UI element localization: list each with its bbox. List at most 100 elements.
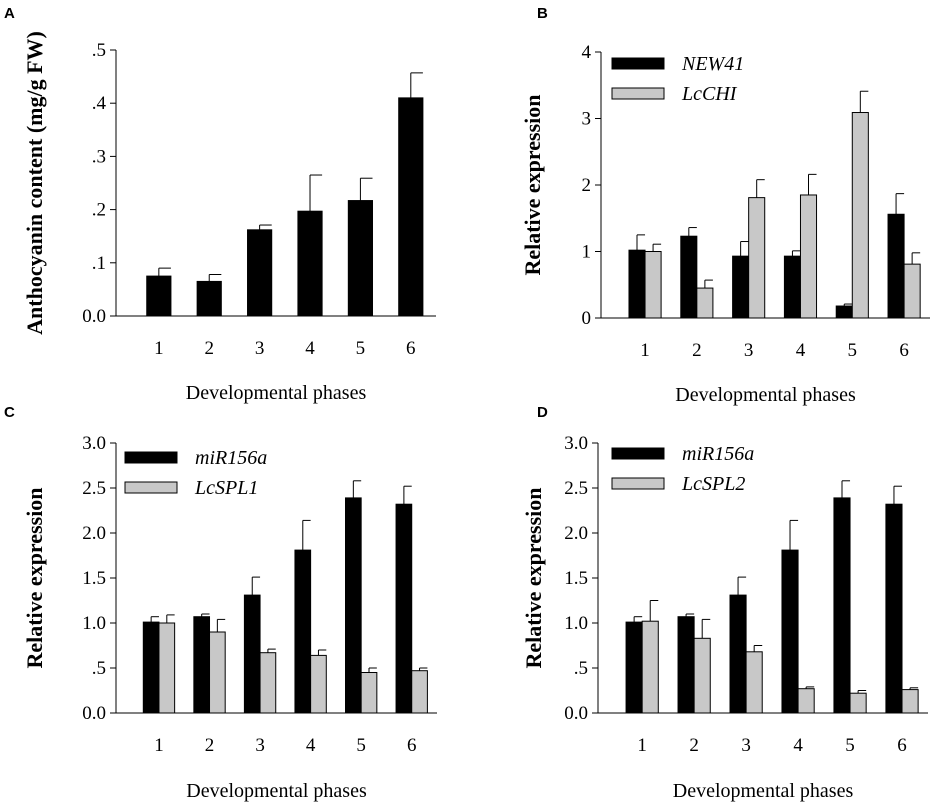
- bar: [644, 251, 662, 319]
- y-tick-label: .5: [574, 658, 588, 679]
- bar: [677, 616, 695, 714]
- bar: [849, 692, 867, 714]
- bar: [748, 197, 766, 319]
- panel-letter-c: C: [4, 404, 15, 421]
- y-tick-label: .2: [92, 200, 106, 221]
- y-tick-label: 1.0: [564, 613, 588, 634]
- y-tick-label: 2.0: [82, 523, 106, 544]
- y-tick-label: 2.5: [82, 478, 106, 499]
- bar: [887, 213, 905, 319]
- x-tick-label: 5: [356, 338, 366, 359]
- bar: [193, 616, 211, 714]
- bar: [901, 689, 919, 714]
- y-tick-label: 0.0: [82, 703, 106, 724]
- x-tick-label: 2: [204, 338, 214, 359]
- panel-d: D 0.0 .5 1.0 1.5 2.0 2.5 3.0 1 2 3 4 5 6 Developmental…: [521, 404, 928, 802]
- bar: [625, 621, 643, 714]
- bar: [851, 112, 869, 319]
- y-tick-label: .1: [92, 253, 106, 274]
- y-tick-label: 3: [582, 109, 592, 130]
- y-tick-label: 3.0: [564, 433, 588, 454]
- y-tick-label: 2.5: [564, 478, 588, 499]
- bar: [310, 654, 327, 714]
- y-axis-label: Relative expression: [520, 94, 545, 275]
- x-tick-label: 3: [744, 340, 754, 361]
- x-tick-label: 5: [845, 735, 855, 756]
- bar: [158, 622, 176, 714]
- legend: NEW41 LcCHI: [611, 53, 744, 105]
- y-tick-label: 1.5: [564, 568, 588, 589]
- x-tick-label: 4: [793, 735, 803, 756]
- y-tick-label: 3.0: [82, 433, 106, 454]
- legend-swatch: [124, 481, 178, 494]
- bar: [628, 249, 646, 319]
- y-axis-label: Anthocyanin content (mg/g FW): [22, 31, 47, 335]
- y-tick-label: .3: [92, 146, 106, 167]
- legend-entry: NEW41: [681, 53, 744, 75]
- bar: [347, 200, 374, 317]
- bar: [297, 210, 323, 317]
- y-tick-label: .5: [92, 658, 106, 679]
- bar: [835, 305, 853, 319]
- y-tick-label: 0.0: [564, 703, 588, 724]
- panel-c: C 0.0 .5 1.0 1.5 2.0 2.5 3.0 1 2 3 4 5 6 Developmental…: [4, 404, 437, 802]
- bar: [411, 670, 428, 714]
- bar: [885, 503, 903, 714]
- legend-swatch: [611, 477, 665, 490]
- bar: [797, 688, 815, 714]
- x-axis-label: Developmental phases: [186, 780, 367, 802]
- y-axis-label: Relative expression: [22, 487, 47, 668]
- panel-letter-a: A: [4, 5, 15, 22]
- bar: [680, 235, 698, 319]
- x-axis-label: Developmental phases: [673, 780, 854, 802]
- legend-entry: LcCHI: [681, 83, 738, 105]
- bar: [142, 621, 160, 714]
- y-tick-label: 2.0: [564, 523, 588, 544]
- legend-swatch: [611, 87, 665, 100]
- y-tick-label: 0: [582, 308, 592, 329]
- panel-a: A 0.0 .1 .2 .3 .4 .5 1 2 3 4 5 6 Developmental phases…: [4, 5, 436, 404]
- x-axis-label: Developmental phases: [186, 382, 367, 404]
- x-tick-label: 1: [154, 338, 164, 359]
- bar: [732, 255, 750, 319]
- bar: [783, 255, 801, 319]
- y-tick-label: 1.0: [82, 613, 106, 634]
- x-tick-label: 1: [640, 340, 650, 361]
- x-tick-label: 2: [689, 735, 699, 756]
- bar: [243, 594, 261, 714]
- x-tick-label: 2: [205, 735, 215, 756]
- bar: [247, 229, 273, 317]
- x-tick-label: 6: [406, 338, 416, 359]
- bar: [395, 503, 413, 714]
- bar: [398, 97, 424, 317]
- x-tick-label: 5: [356, 735, 366, 756]
- x-tick-label: 3: [255, 338, 265, 359]
- bar: [781, 549, 799, 714]
- bar: [196, 280, 222, 317]
- x-tick-label: 4: [305, 338, 315, 359]
- bar: [259, 652, 277, 714]
- bar: [696, 287, 714, 319]
- x-axis-label: Developmental phases: [675, 384, 856, 406]
- legend: miR156a LcSPL2: [611, 443, 754, 495]
- bar: [799, 194, 818, 319]
- bar: [209, 631, 226, 714]
- legend-entry: miR156a: [195, 447, 267, 469]
- x-tick-label: 6: [897, 735, 907, 756]
- y-tick-label: .4: [92, 93, 107, 114]
- bar: [833, 497, 851, 714]
- legend-entry: miR156a: [682, 443, 754, 465]
- y-tick-label: 0.0: [82, 306, 106, 327]
- legend-swatch: [124, 451, 178, 464]
- x-tick-label: 4: [306, 735, 316, 756]
- panel-letter-d: D: [537, 404, 548, 421]
- x-tick-label: 3: [255, 735, 265, 756]
- y-tick-label: 4: [582, 42, 592, 63]
- x-tick-label: 2: [692, 340, 702, 361]
- bar: [146, 275, 172, 317]
- bar: [360, 672, 378, 714]
- bar: [745, 651, 763, 714]
- panel-letter-b: B: [537, 5, 548, 22]
- bar: [729, 594, 747, 714]
